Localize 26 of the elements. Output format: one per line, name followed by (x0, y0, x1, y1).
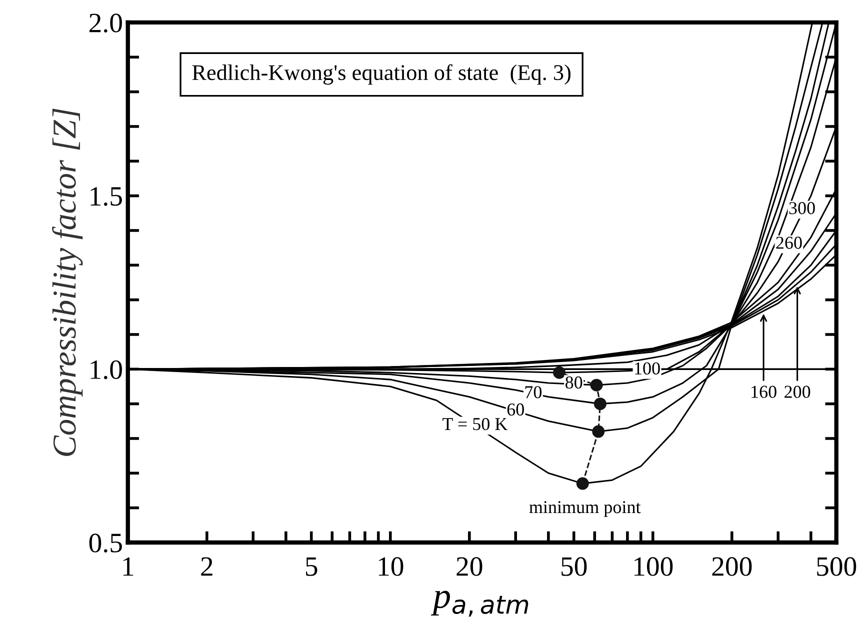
y-tick-label: 0.5 (89, 534, 122, 553)
x-tick-label: 200 (712, 557, 752, 576)
y-tick-label: 1.5 (90, 187, 122, 206)
x-tick-label: 10 (378, 557, 404, 576)
x-axis-title: p$_{a,atm}$ (430, 590, 528, 617)
annotation: T = 50 K (442, 418, 508, 430)
annotation: 200 (784, 386, 810, 398)
x-tick-label: 100 (634, 557, 673, 576)
annotation: minimum point (529, 501, 641, 517)
annotation: 260 (776, 236, 802, 249)
text: Redlich-Kwong's equation of state (Eq. 3) (192, 64, 570, 85)
x-tick-label: 5 (306, 557, 318, 576)
y-tick-label: 1.0 (90, 360, 122, 380)
x-tick-label: 500 (817, 557, 856, 576)
annotation: 300 (789, 202, 815, 214)
y-axis-title: Compressibility factor [Z] (52, 108, 83, 456)
annotation: 70 (525, 386, 542, 398)
annotation: 60 (507, 403, 524, 416)
x-tick-label: 20 (456, 557, 482, 576)
x-tick-label: 50 (562, 557, 587, 576)
annotation: 160 (752, 386, 776, 398)
y-tick-label: 2.0 (90, 14, 122, 33)
x-tick-label: 2 (201, 557, 212, 576)
annotation: 100 (635, 362, 660, 375)
annotation: 80 (566, 376, 582, 389)
x-tick-label: 1 (123, 557, 134, 576)
